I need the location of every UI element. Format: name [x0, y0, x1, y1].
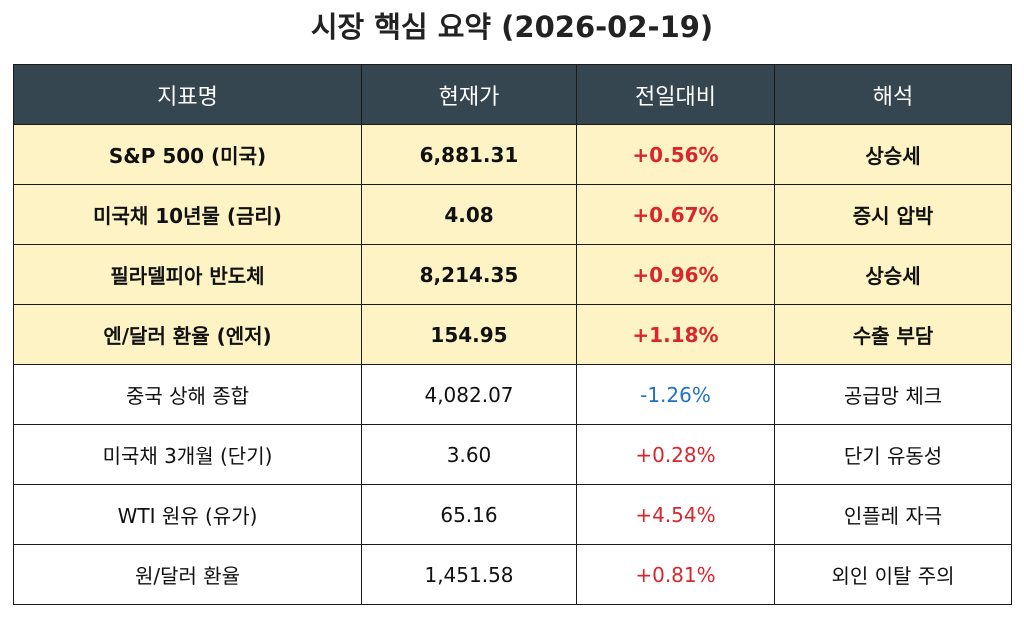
daily-change: +0.56%: [576, 124, 775, 185]
page-title: 시장 핵심 요약 (2026-02-19): [310, 10, 714, 44]
interpretation: 외인 이탈 주의: [774, 544, 1012, 605]
indicator-name: 중국 상해 종합: [13, 364, 362, 425]
interpretation: 단기 유동성: [774, 424, 1012, 485]
daily-change: +0.67%: [576, 184, 775, 245]
indicator-name: S&P 500 (미국): [13, 124, 362, 185]
interpretation: 증시 압박: [774, 184, 1012, 245]
header-indicator-name: 지표명: [13, 64, 362, 125]
daily-change: -1.26%: [576, 364, 775, 425]
interpretation: 상승세: [774, 244, 1012, 305]
table-row: 미국채 3개월 (단기) 3.60 +0.28% 단기 유동성: [13, 424, 1012, 485]
current-price: 6,881.31: [361, 124, 577, 185]
current-price: 4,082.07: [361, 364, 577, 425]
header-daily-change: 전일대비: [576, 64, 775, 125]
daily-change: +1.18%: [576, 304, 775, 365]
table-row: S&P 500 (미국) 6,881.31 +0.56% 상승세: [13, 124, 1012, 185]
market-summary-table: 지표명 현재가 전일대비 해석 S&P 500 (미국) 6,881.31 +0…: [13, 64, 1012, 605]
daily-change: +0.81%: [576, 544, 775, 605]
indicator-name: 필라델피아 반도체: [13, 244, 362, 305]
table-row: 중국 상해 종합 4,082.07 -1.26% 공급망 체크: [13, 364, 1012, 425]
interpretation: 인플레 자극: [774, 484, 1012, 545]
current-price: 154.95: [361, 304, 577, 365]
table-row: 필라델피아 반도체 8,214.35 +0.96% 상승세: [13, 244, 1012, 305]
table-row: 미국채 10년물 (금리) 4.08 +0.67% 증시 압박: [13, 184, 1012, 245]
current-price: 4.08: [361, 184, 577, 245]
interpretation: 수출 부담: [774, 304, 1012, 365]
indicator-name: 미국채 10년물 (금리): [13, 184, 362, 245]
daily-change: +4.54%: [576, 484, 775, 545]
table-row: 엔/달러 환율 (엔저) 154.95 +1.18% 수출 부담: [13, 304, 1012, 365]
table-row: 원/달러 환율 1,451.58 +0.81% 외인 이탈 주의: [13, 544, 1012, 605]
current-price: 65.16: [361, 484, 577, 545]
table-row: WTI 원유 (유가) 65.16 +4.54% 인플레 자극: [13, 484, 1012, 545]
daily-change: +0.28%: [576, 424, 775, 485]
indicator-name: 미국채 3개월 (단기): [13, 424, 362, 485]
header-current-price: 현재가: [361, 64, 577, 125]
current-price: 8,214.35: [361, 244, 577, 305]
interpretation: 상승세: [774, 124, 1012, 185]
current-price: 3.60: [361, 424, 577, 485]
daily-change: +0.96%: [576, 244, 775, 305]
header-interpretation: 해석: [774, 64, 1012, 125]
indicator-name: WTI 원유 (유가): [13, 484, 362, 545]
current-price: 1,451.58: [361, 544, 577, 605]
indicator-name: 엔/달러 환율 (엔저): [13, 304, 362, 365]
table-header-row: 지표명 현재가 전일대비 해석: [13, 64, 1012, 125]
indicator-name: 원/달러 환율: [13, 544, 362, 605]
interpretation: 공급망 체크: [774, 364, 1012, 425]
